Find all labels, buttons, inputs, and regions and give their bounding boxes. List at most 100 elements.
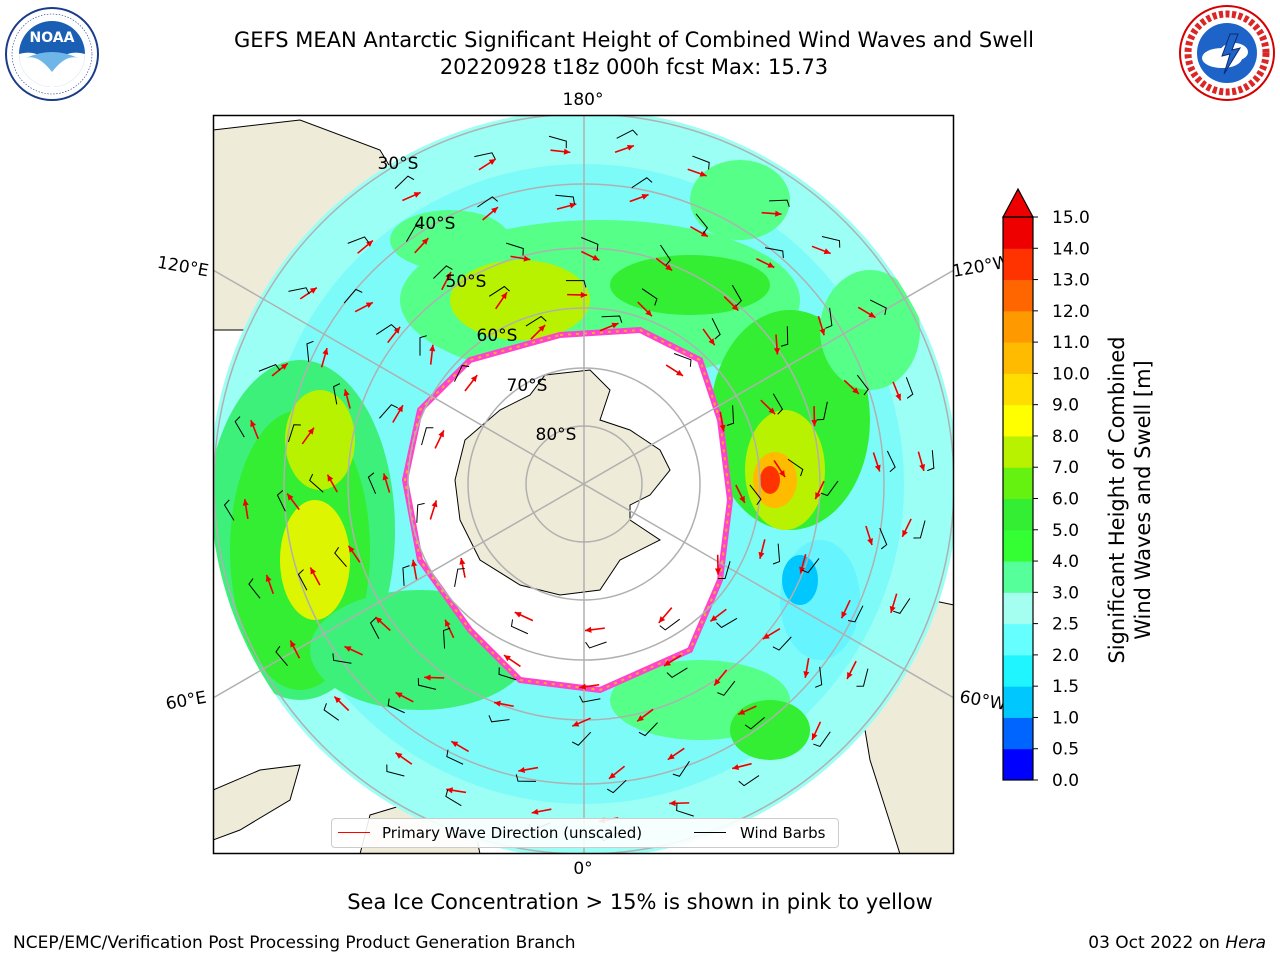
sea-ice-note: Sea Ice Concentration > 15% is shown in …: [347, 890, 933, 914]
wind-barb: [749, 484, 762, 506]
wind-barb: [813, 731, 831, 748]
wave-arrow-head: [768, 407, 776, 415]
wave-arrow-head: [699, 170, 707, 177]
wave-direction-vectors: [223, 129, 935, 842]
wave-arrow-head: [803, 671, 810, 678]
wave-arrow-head: [395, 752, 403, 759]
wave-arrow-head: [265, 574, 272, 582]
wind-barb: [445, 789, 462, 807]
wind-barb: [815, 666, 823, 688]
wave-arrow-head: [841, 611, 848, 619]
wave-arrow-head: [421, 238, 429, 245]
wave-arrow-head: [665, 264, 673, 271]
wind-barb: [367, 472, 377, 494]
wave-arrow-head: [767, 261, 775, 268]
wave-arrow-head: [868, 311, 876, 318]
colorbar-segment: [1003, 623, 1033, 656]
wave-arrow-head: [334, 696, 342, 704]
wind-barb: [769, 199, 790, 207]
wave-arrow-head: [451, 741, 459, 748]
wind-barb: [276, 490, 286, 512]
colorbar-tick-label: 15.0: [1052, 208, 1090, 228]
wave-arrow-head: [700, 230, 708, 237]
colorbar-segment: [1003, 529, 1033, 562]
wind-barb: [764, 247, 784, 258]
colorbar-segment: [1003, 467, 1033, 499]
wave-arrow-head: [867, 538, 873, 546]
wind-barb: [406, 225, 423, 242]
wave-arrow-head: [714, 678, 721, 686]
wind-barb: [601, 315, 623, 323]
colorbar-segment: [1003, 342, 1033, 374]
wave-arrow-head: [424, 674, 431, 681]
wave-arrow-head: [584, 626, 592, 633]
wind-barb: [515, 774, 537, 782]
lat-label-60s: 60°S: [477, 326, 518, 346]
noaa-logo: NOAA: [5, 7, 99, 101]
colorbar-tick-label: 7.0: [1052, 458, 1079, 478]
wave-arrow-head: [579, 683, 587, 690]
colorbar-segment: [1003, 248, 1033, 281]
wind-barb: [856, 668, 869, 687]
antarctica-land: [454, 369, 671, 596]
colorbar-tick-label: 2.0: [1052, 646, 1079, 666]
wind-barb: [869, 299, 887, 316]
wave-arrow-head: [491, 207, 498, 214]
wind-barb: [306, 340, 314, 362]
wave-arrow-head: [762, 633, 770, 640]
wave-arrow-head: [327, 474, 334, 482]
wind-barb: [856, 374, 869, 396]
footer-date: 03 Oct 2022 on Hera: [1088, 933, 1266, 953]
wind-barb: [442, 627, 451, 649]
wind-barb: [297, 569, 308, 591]
wave-arrow-head: [459, 557, 466, 565]
wave-arrow-head: [250, 420, 257, 428]
colorbar-segment: [1003, 748, 1033, 781]
wind-barb: [555, 194, 575, 204]
wave-arrow-head: [819, 328, 826, 336]
wind-barb-swatch: [694, 832, 726, 833]
wind-barb: [565, 280, 587, 288]
wave-arrow-head: [411, 559, 418, 567]
wave-arrow-head: [518, 766, 526, 773]
wave-arrow-head: [758, 551, 765, 559]
wave-arrow-head: [710, 615, 718, 622]
wind-barb: [638, 722, 658, 737]
wave-arrow-head: [445, 619, 451, 627]
wave-arrow-head: [445, 272, 451, 280]
colorbar-tick-label: 1.0: [1052, 708, 1079, 728]
wind-barb: [477, 196, 498, 208]
lat-label-50s: 50°S: [446, 272, 487, 292]
colorbar-label-line2: Wind Waves and Swell [m]: [1131, 360, 1155, 640]
wind-barb: [419, 335, 427, 356]
wind-barb: [347, 236, 370, 244]
colorbar-tick-label: 14.0: [1052, 239, 1090, 259]
wind-barb: [488, 285, 510, 297]
wind-barb: [744, 716, 766, 730]
wind-barb: [660, 244, 672, 266]
wind-barb: [234, 416, 245, 438]
wave-arrow-head: [429, 344, 436, 352]
wave-arrow-head: [645, 309, 652, 317]
wind-barb: [711, 317, 721, 340]
wave-arrow-head: [569, 202, 577, 209]
colorbar-tick-label: 8.0: [1052, 427, 1079, 447]
wind-barb: [780, 326, 789, 347]
wind-barb: [716, 617, 738, 629]
wind-barb: [379, 404, 398, 419]
colorbar-tick-label: 12.0: [1052, 302, 1090, 322]
wave-arrow-head: [523, 255, 531, 262]
wave-arrow-head: [470, 375, 478, 383]
wave-arrow-head: [676, 369, 684, 376]
wind-barb: [510, 619, 529, 635]
wind-barb: [905, 377, 914, 399]
colorbar-label-line1: Significant Height of Combined: [1105, 336, 1129, 663]
wind-barb: [787, 458, 804, 477]
wave-arrow-head: [280, 363, 288, 370]
colorbar-tick-label: 6.0: [1052, 490, 1079, 510]
wind-barb: [505, 242, 524, 256]
wave-arrow-head: [889, 605, 896, 613]
wind-barb: [525, 315, 547, 327]
lon-label-lower-left: 60°E: [164, 688, 208, 715]
wind-barb: [474, 152, 496, 160]
